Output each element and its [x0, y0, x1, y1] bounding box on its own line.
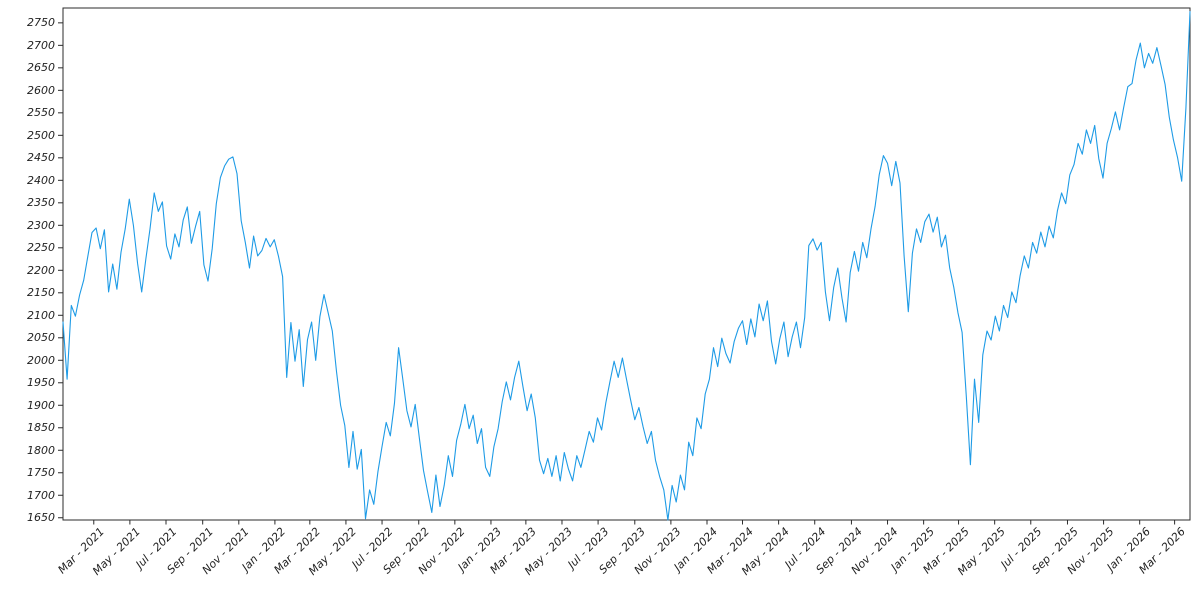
y-axis-tick-marks [58, 22, 63, 519]
price-line-path [62, 11, 1191, 521]
y-tick-label: 2600 [27, 83, 55, 97]
x-axis-tick-marks [93, 520, 1176, 525]
y-tick-label: 2700 [27, 38, 55, 52]
y-tick-label: 2100 [27, 308, 55, 322]
y-tick-label: 1700 [27, 488, 55, 502]
y-tick-label: 2050 [27, 331, 55, 345]
y-tick-label: 1800 [27, 443, 55, 457]
y-tick-label: 2550 [27, 106, 55, 120]
y-tick-label: 1950 [27, 376, 55, 390]
y-tick-label: 2750 [27, 16, 55, 30]
y-tick-label: 1850 [27, 421, 55, 435]
y-tick-label: 2350 [27, 196, 55, 210]
y-tick-label: 2650 [27, 61, 55, 75]
y-tick-label: 2150 [27, 286, 55, 300]
y-tick-label: 1900 [27, 398, 55, 412]
y-tick-label: 1750 [27, 466, 55, 480]
y-tick-label: 2450 [27, 151, 55, 165]
plot-border [62, 7, 1191, 521]
y-tick-label: 1650 [27, 511, 55, 525]
y-tick-label: 2500 [27, 128, 55, 142]
y-tick-label: 2250 [27, 241, 55, 255]
y-tick-label: 2300 [27, 218, 55, 232]
y-tick-label: 2000 [27, 353, 55, 367]
y-tick-label: 2400 [27, 173, 55, 187]
y-tick-label: 2200 [27, 263, 55, 277]
